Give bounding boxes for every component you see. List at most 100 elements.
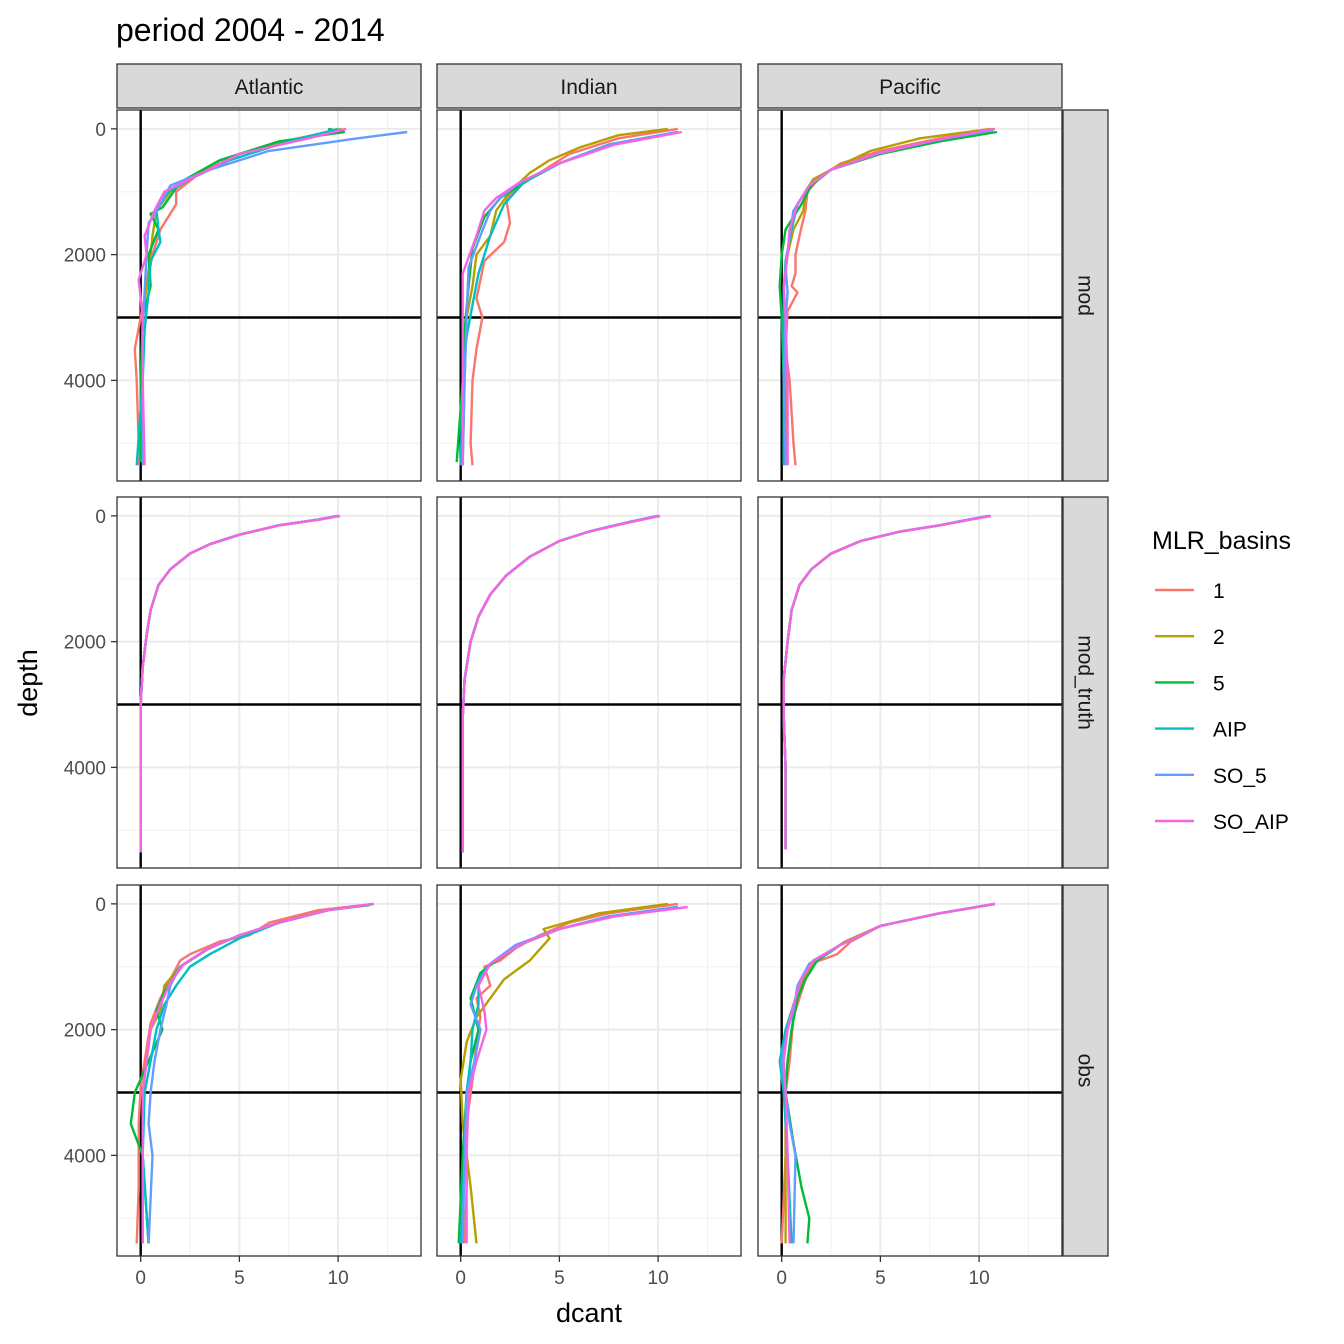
y-axis-title: depth xyxy=(13,649,43,717)
series-line-so-aip xyxy=(137,127,347,466)
y-tick-label: 0 xyxy=(95,895,106,916)
legend-item-2: 2 xyxy=(1155,626,1225,649)
x-tick-label: 0 xyxy=(135,1268,146,1289)
panel-atlantic-obs xyxy=(116,884,422,1257)
panel-indian-obs xyxy=(436,884,742,1257)
legend-item-5: 5 xyxy=(1155,672,1225,695)
series-lines xyxy=(455,127,683,466)
strip-mod-truth: mod_truth xyxy=(1062,496,1109,869)
strip-label: Pacific xyxy=(879,76,941,99)
legend: MLR_basins 1 2 5 AIP SO_5 SO_AIP xyxy=(1152,527,1291,834)
panel-atlantic-mod-truth xyxy=(116,496,422,869)
panel-background xyxy=(117,110,421,481)
legend-label: SO_5 xyxy=(1213,765,1267,788)
series-lines xyxy=(139,514,341,853)
x-tick-label: 10 xyxy=(648,1268,669,1289)
strip-mod: mod xyxy=(1062,109,1109,482)
strip-indian: Indian xyxy=(436,63,742,109)
axes: 0 2000 4000 0 2000 4000 0 2000 4000 0 5 10 0 5 10 0 5 10 xyxy=(64,120,990,1289)
panel-background xyxy=(758,497,1062,868)
strip-atlantic: Atlantic xyxy=(116,63,422,109)
x-tick-label: 5 xyxy=(875,1268,886,1289)
strip-background xyxy=(757,63,1063,109)
reference-lines xyxy=(758,110,1062,481)
y-tick-label: 2000 xyxy=(64,246,106,267)
chart-title: period 2004 - 2014 xyxy=(116,12,385,48)
panel-border xyxy=(757,109,1063,482)
series-line-so-aip xyxy=(461,514,661,853)
reference-lines xyxy=(117,885,421,1256)
legend-label: SO_AIP xyxy=(1213,811,1289,834)
panel-border xyxy=(436,496,742,869)
y-tick-label: 2000 xyxy=(64,633,106,654)
strip-background xyxy=(1062,109,1109,482)
series-lines xyxy=(778,127,998,466)
x-tick-label: 0 xyxy=(455,1268,466,1289)
panel-grid xyxy=(116,109,1063,1257)
legend-items: 1 2 5 AIP SO_5 SO_AIP xyxy=(1155,580,1289,834)
legend-label: 5 xyxy=(1213,672,1225,695)
panel-background xyxy=(437,110,741,481)
legend-label: 1 xyxy=(1213,580,1225,603)
x-tick-label: 10 xyxy=(328,1268,349,1289)
panel-border xyxy=(757,496,1063,869)
y-tick-label: 4000 xyxy=(64,758,106,779)
strip-label: Indian xyxy=(560,76,617,99)
panel-border xyxy=(116,496,422,869)
panel-border xyxy=(116,884,422,1257)
panel-background xyxy=(117,497,421,868)
legend-item-so-aip: SO_AIP xyxy=(1155,811,1289,834)
strip-background xyxy=(1062,884,1109,1257)
x-tick-label: 5 xyxy=(554,1268,565,1289)
strip-label: mod xyxy=(1074,275,1097,316)
reference-lines xyxy=(437,497,741,868)
legend-title: MLR_basins xyxy=(1152,527,1291,555)
strip-pacific: Pacific xyxy=(757,63,1063,109)
panel-border xyxy=(436,109,742,482)
legend-item-so-5: SO_5 xyxy=(1155,765,1267,788)
series-line-so-aip xyxy=(465,905,688,1244)
panel-background xyxy=(758,110,1062,481)
series-lines xyxy=(461,514,661,853)
x-tick-label: 5 xyxy=(234,1268,245,1289)
x-tick-label: 10 xyxy=(969,1268,990,1289)
series-line-so-aip xyxy=(141,902,374,1244)
y-tick-label: 4000 xyxy=(64,371,106,392)
strip-obs: obs xyxy=(1062,884,1109,1257)
series-lines xyxy=(782,514,992,850)
series-line-2 xyxy=(459,902,669,1244)
reference-lines xyxy=(758,497,1062,868)
panel-border xyxy=(757,884,1063,1257)
series-line-1 xyxy=(469,127,678,466)
panel-indian-mod-truth xyxy=(436,496,742,869)
strip-label: Atlantic xyxy=(235,76,304,99)
y-tick-label: 4000 xyxy=(64,1146,106,1167)
panel-indian-mod xyxy=(436,109,742,482)
series-line-so-aip xyxy=(139,514,341,853)
strip-label: obs xyxy=(1074,1054,1097,1088)
x-tick-label: 0 xyxy=(776,1268,787,1289)
panel-background xyxy=(437,497,741,868)
series-lines xyxy=(129,902,374,1244)
strip-background xyxy=(1062,496,1109,869)
series-lines xyxy=(133,127,408,466)
series-line-so-aip xyxy=(782,514,992,850)
y-tick-label: 0 xyxy=(95,120,106,141)
series-lines xyxy=(457,902,688,1244)
x-axis-title: dcant xyxy=(556,1298,623,1328)
series-line-so-aip xyxy=(461,130,683,466)
panel-background xyxy=(117,885,421,1256)
panel-border xyxy=(116,109,422,482)
panel-pacific-obs xyxy=(757,884,1063,1257)
series-line-so-aip xyxy=(782,902,996,1244)
strip-background xyxy=(436,63,742,109)
legend-label: 2 xyxy=(1213,626,1225,649)
panel-background xyxy=(437,885,741,1256)
y-tick-label: 0 xyxy=(95,507,106,528)
legend-item-1: 1 xyxy=(1155,580,1225,603)
panel-atlantic-mod xyxy=(116,109,422,482)
legend-label: AIP xyxy=(1213,719,1247,742)
series-lines xyxy=(778,902,996,1244)
